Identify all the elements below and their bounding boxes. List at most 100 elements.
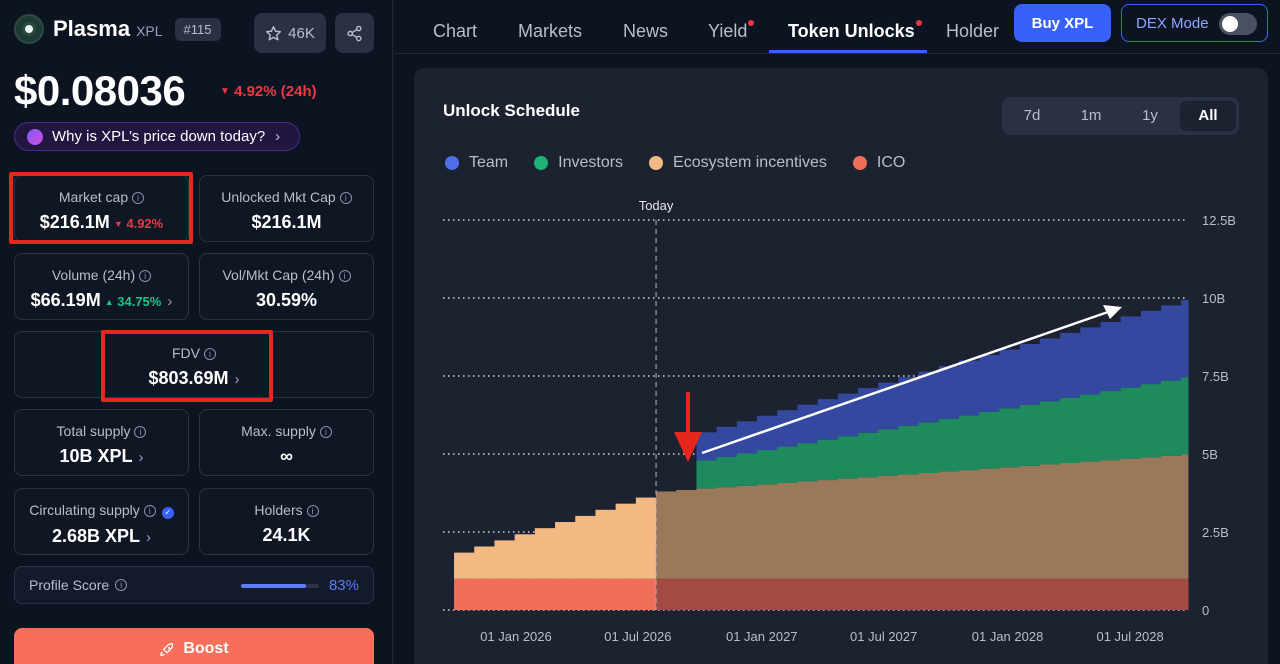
ecosystem-area xyxy=(1060,463,1081,579)
y-tick-label: 2.5B xyxy=(1202,525,1229,540)
ecosystem-area xyxy=(757,484,778,579)
today-label: Today xyxy=(639,198,674,213)
coin-logo xyxy=(14,14,44,44)
ecosystem-area xyxy=(595,509,617,579)
tab-holders[interactable]: Holder xyxy=(946,21,1000,41)
market-cap-value: $216.1M xyxy=(39,212,110,232)
ico-area xyxy=(575,578,596,610)
ico-area xyxy=(635,578,657,610)
toggle-switch[interactable] xyxy=(1219,13,1257,35)
team-area xyxy=(1080,327,1101,395)
investors-area xyxy=(959,415,980,471)
ico-area xyxy=(959,578,980,610)
team-area xyxy=(777,410,798,447)
team-area xyxy=(878,382,899,430)
investors-area xyxy=(817,439,839,481)
watchlist-button[interactable]: 46K xyxy=(254,13,326,53)
ico-area xyxy=(1039,578,1061,610)
ico-area xyxy=(918,578,940,610)
circulating-supply-label: Circulating supply xyxy=(29,502,140,518)
holders-label: Holders xyxy=(254,502,303,518)
range-1y[interactable]: 1y xyxy=(1142,107,1158,124)
chevron-right-icon: › xyxy=(138,449,144,466)
tab-news[interactable]: News xyxy=(623,21,669,41)
y-tick-label: 0 xyxy=(1202,603,1209,618)
volume-card[interactable]: Volume (24h) i $66.19M ▲ 34.75% › xyxy=(14,253,189,320)
ecosystem-area xyxy=(716,487,738,579)
team-area xyxy=(898,377,920,426)
legend-ico[interactable]: ICO xyxy=(852,154,906,172)
tab-chart[interactable]: Chart xyxy=(433,21,478,41)
investors-area xyxy=(979,411,1000,469)
max-supply-label: Max. supply xyxy=(241,423,316,439)
team-area xyxy=(1039,338,1061,402)
investors-area xyxy=(999,408,1021,468)
legend-investors-label: Investors xyxy=(558,154,624,171)
legend-investors[interactable]: Investors xyxy=(534,154,623,172)
ecosystem-area xyxy=(676,490,697,579)
ico-area xyxy=(555,578,576,610)
legend-team[interactable]: Team xyxy=(445,154,508,172)
x-tick-label: 01 Jul 2026 xyxy=(604,629,671,644)
info-icon: i xyxy=(306,505,319,517)
ecosystem-area xyxy=(797,481,819,579)
ecosystem-area xyxy=(938,471,960,579)
chevron-right-icon: › xyxy=(275,128,281,145)
investors-area xyxy=(858,432,879,478)
team-area xyxy=(1060,332,1081,398)
boost-button[interactable]: Boost xyxy=(14,628,374,664)
buy-button[interactable]: Buy XPL xyxy=(1014,4,1111,42)
tab-yield[interactable]: Yield xyxy=(708,20,755,42)
investors-area xyxy=(736,453,758,486)
ecosystem-area xyxy=(1080,461,1101,579)
legend-ico-label: ICO xyxy=(876,154,906,171)
range-all[interactable]: All xyxy=(1180,101,1236,131)
ico-area xyxy=(534,578,556,610)
x-tick-label: 01 Jan 2028 xyxy=(972,629,1044,644)
profile-score[interactable]: Profile Score i 83% xyxy=(14,566,374,604)
ico-area xyxy=(656,578,677,610)
holders-card[interactable]: Holders i 24.1K xyxy=(199,488,374,555)
profile-score-fill xyxy=(241,584,306,588)
ico-area xyxy=(878,578,899,610)
ecosystem-area xyxy=(979,468,1000,579)
ico-area xyxy=(474,578,495,610)
circulating-supply-value: 2.68B XPL xyxy=(51,526,141,546)
tab-token-unlocks[interactable]: Token Unlocks xyxy=(788,20,922,42)
ecosystem-area xyxy=(1120,458,1142,579)
dex-mode-toggle[interactable]: DEX Mode xyxy=(1121,4,1268,42)
investors-area xyxy=(837,436,859,479)
team-area xyxy=(1140,310,1162,385)
total-supply-card[interactable]: Total supply i 10B XPL › xyxy=(14,409,189,476)
max-supply-card[interactable]: Max. supply i ∞ xyxy=(199,409,374,476)
info-icon: i xyxy=(143,505,156,517)
info-icon: i xyxy=(115,579,128,591)
investors-area xyxy=(1120,387,1142,459)
unlocked-mkt-cap-card[interactable]: Unlocked Mkt Cap i $216.1M xyxy=(199,175,374,242)
tab-markets[interactable]: Markets xyxy=(518,21,583,41)
coin-symbol: XPL xyxy=(136,23,163,39)
ico-area xyxy=(979,578,1000,610)
circulating-supply-card[interactable]: Circulating supply i ✓ 2.68B XPL › xyxy=(14,488,189,555)
investors-area xyxy=(777,446,798,483)
investors-area xyxy=(1039,401,1061,465)
investors-area xyxy=(1140,384,1162,458)
ecosystem-area xyxy=(777,482,798,579)
range-7d[interactable]: 7d xyxy=(1023,107,1041,124)
why-price-button[interactable]: Why is XPL’s price down today? › xyxy=(14,122,300,151)
x-tick-label: 01 Jan 2027 xyxy=(726,629,798,644)
fdv-card[interactable]: FDV i $803.69M › xyxy=(14,331,374,398)
legend-ecosystem[interactable]: Ecosystem incentives xyxy=(649,154,827,172)
range-1m[interactable]: 1m xyxy=(1080,107,1102,124)
share-button[interactable] xyxy=(335,13,374,53)
dex-mode-label: DEX Mode xyxy=(1136,14,1209,32)
team-area xyxy=(696,432,718,461)
vol-mkt-cap-label: Vol/Mkt Cap (24h) xyxy=(222,267,335,283)
team-area xyxy=(817,399,839,440)
white-arrow-shaft xyxy=(701,310,1109,455)
investors-area xyxy=(898,425,920,475)
profile-score-label: Profile Score xyxy=(29,577,110,593)
team-area xyxy=(1019,343,1041,405)
red-arrow-head xyxy=(674,432,702,462)
vol-mkt-cap-card[interactable]: Vol/Mkt Cap (24h) i 30.59% xyxy=(199,253,374,320)
